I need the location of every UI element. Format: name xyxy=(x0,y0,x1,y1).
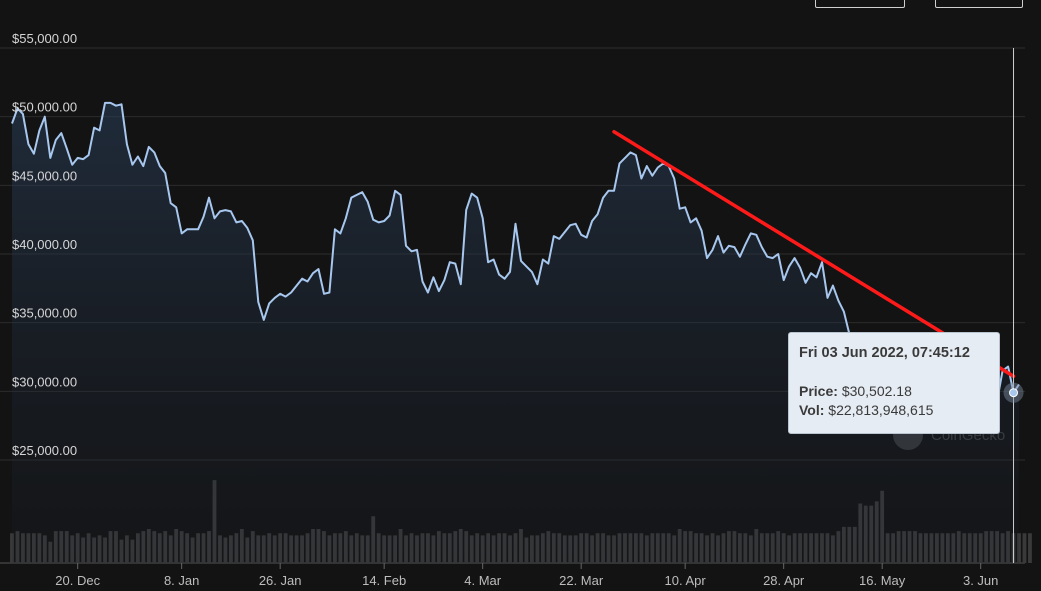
y-tick-label: $25,000.00 xyxy=(12,443,77,458)
x-tick-label: 14. Feb xyxy=(362,573,406,588)
volume-bar xyxy=(1028,533,1032,563)
tooltip-vol-label: Vol: xyxy=(799,402,825,418)
tooltip-price-value: $30,502.18 xyxy=(841,383,912,399)
x-tick-label: 16. May xyxy=(859,573,906,588)
price-area-fill xyxy=(12,102,1019,564)
tooltip-date: Fri 03 Jun 2022, 07:45:12 xyxy=(799,345,970,361)
price-tooltip: Fri 03 Jun 2022, 07:45:12 Price: $30,502… xyxy=(788,332,1000,434)
x-tick-label: 20. Dec xyxy=(55,573,100,588)
range-button-left[interactable] xyxy=(815,0,905,8)
y-axis-labels: $55,000.00 $50,000.00 $45,000.00 $40,000.00… xyxy=(12,31,77,458)
x-tick-label: 22. Mar xyxy=(559,573,604,588)
x-tick-label: 3. Jun xyxy=(963,573,998,588)
y-tick-label: $45,000.00 xyxy=(12,168,77,183)
tooltip-vol-row: Vol: $22,813,948,615 xyxy=(799,401,989,420)
x-tick-label: 26. Jan xyxy=(259,573,302,588)
x-axis-labels: 20. Dec 8. Jan 26. Jan 14. Feb 4. Mar 22. Mar… xyxy=(55,563,998,588)
volume-bar xyxy=(1022,533,1027,563)
y-tick-label: $35,000.00 xyxy=(12,306,77,321)
cursor-layer xyxy=(1003,48,1024,563)
y-tick-label: $40,000.00 xyxy=(12,237,77,252)
range-button-right[interactable] xyxy=(935,0,1023,8)
tooltip-price-row: Price: $30,502.18 xyxy=(799,382,989,401)
x-tick-label: 28. Apr xyxy=(763,573,805,588)
x-tick-label: 4. Mar xyxy=(464,573,502,588)
x-tick-label: 10. Apr xyxy=(665,573,707,588)
y-tick-label: $50,000.00 xyxy=(12,100,77,115)
hover-point xyxy=(1009,388,1019,398)
x-tick-label: 8. Jan xyxy=(164,573,199,588)
tooltip-price-label: Price: xyxy=(799,383,838,399)
y-tick-label: $30,000.00 xyxy=(12,374,77,389)
tooltip-vol-value: $22,813,948,615 xyxy=(828,402,934,418)
price-area xyxy=(12,102,1019,564)
y-tick-label: $55,000.00 xyxy=(12,31,77,46)
